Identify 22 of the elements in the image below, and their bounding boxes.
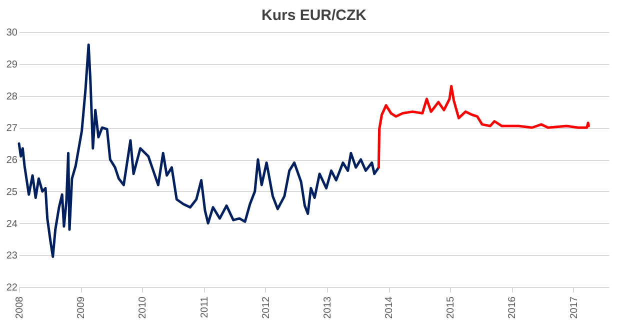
x-tick-label: 2016 [507,296,518,319]
y-tick-label: 23 [6,250,18,262]
y-tick-label: 26 [6,155,18,166]
x-tick-label: 2014 [384,296,396,319]
chart-title: Kurs EUR/CZK [261,7,367,24]
y-tick-label: 29 [6,59,18,70]
x-tick-label: 2010 [138,296,149,319]
x-tick-label: 2011 [199,296,210,318]
y-tick-label: 22 [6,282,18,294]
y-tick-label: 25 [6,186,18,198]
x-tick-label: 2009 [76,296,88,319]
x-tick-label: 2012 [260,296,272,319]
line-series [377,84,590,169]
y-tick-label: 30 [6,28,18,38]
x-tick-label: 2008 [14,296,26,319]
x-tick-label: 2013 [322,296,334,319]
y-tick-label: 27 [6,123,18,134]
line-series [18,44,380,258]
y-tick-label: 24 [6,218,18,230]
y-tick-label: 28 [6,91,18,102]
x-tick-label: 2017 [568,296,580,319]
x-tick-label: 2015 [446,296,457,319]
